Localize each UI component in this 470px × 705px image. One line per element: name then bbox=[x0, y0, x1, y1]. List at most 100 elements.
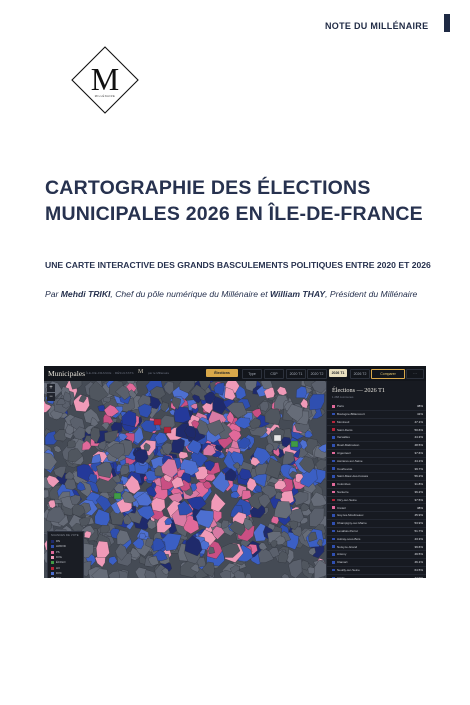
result-color-swatch bbox=[332, 553, 335, 556]
tab-type[interactable]: Type bbox=[242, 369, 262, 379]
result-row[interactable]: Asnières-sur-Seine 44.1% bbox=[327, 458, 426, 466]
commune-name: Neuilly-sur-Seine bbox=[337, 567, 360, 572]
year-2020-t2-button[interactable]: 2020 T2 bbox=[307, 369, 327, 379]
result-color-swatch bbox=[332, 459, 335, 463]
more-menu-button[interactable]: ⋯ bbox=[406, 369, 424, 379]
result-row[interactable]: Levallois-Perret 51.7% bbox=[327, 528, 426, 536]
legend-item: RN bbox=[51, 540, 60, 544]
legend-swatch bbox=[51, 540, 54, 543]
legend-item: LFI bbox=[51, 566, 60, 571]
svg-text:M: M bbox=[91, 61, 119, 97]
legend-label: PS bbox=[56, 550, 60, 554]
result-row[interactable]: Rueil-Malmaison 48.5% bbox=[327, 442, 426, 450]
commune-name: Saint-Maur-des-Fossés bbox=[337, 474, 369, 479]
panel-title: Élections — 2026 T1 bbox=[332, 387, 385, 394]
commune-score: 56.2% bbox=[414, 474, 423, 479]
commune-score: 42.9% bbox=[414, 575, 423, 578]
legend-swatch bbox=[51, 555, 54, 559]
millenaire-logo: M MILLÉNAIRE bbox=[71, 46, 139, 114]
result-color-swatch bbox=[332, 475, 335, 478]
result-color-swatch bbox=[332, 514, 335, 517]
compare-button[interactable]: Comparer bbox=[371, 369, 405, 379]
commune-name: Rueil-Malmaison bbox=[337, 443, 360, 448]
legend-item: DVC bbox=[51, 571, 62, 576]
result-row[interactable]: Nanterre 36.2% bbox=[327, 489, 426, 497]
choropleth-map[interactable]: + − NUANCES DE VOTE RN LR/DVD PS DVG ÉCOLO LF… bbox=[44, 373, 331, 578]
result-row[interactable]: Noisy-le-Grand 39.6% bbox=[327, 543, 426, 552]
result-color-swatch bbox=[332, 560, 335, 564]
result-color-swatch bbox=[332, 498, 335, 502]
commune-score: 41% bbox=[416, 411, 423, 416]
byline-role-2: , Président du Millénaire bbox=[325, 289, 418, 299]
legend-label: LR/DVD bbox=[56, 545, 66, 549]
app-subtitle: ÎLE-DE-FRANCE · RÉSULTATS bbox=[86, 371, 134, 375]
result-row[interactable]: Paris 38% bbox=[327, 403, 426, 411]
legend-label: DIV bbox=[56, 577, 60, 578]
result-row[interactable]: Argenteuil 37.6% bbox=[327, 450, 426, 458]
result-color-swatch bbox=[332, 490, 335, 494]
result-row[interactable]: Clamart 46.1% bbox=[327, 559, 426, 567]
result-row[interactable]: Issy-les-Moulineaux 45.9% bbox=[327, 512, 426, 520]
result-color-swatch bbox=[332, 436, 335, 439]
elections-button[interactable]: Élections bbox=[206, 369, 238, 377]
legend-item: LR/DVD bbox=[51, 545, 66, 549]
year-2026-t1-button[interactable]: 2026 T1 bbox=[329, 369, 347, 377]
legend-swatch bbox=[51, 550, 54, 554]
result-row[interactable]: Colombes 31.8% bbox=[327, 481, 426, 489]
year-2020-t1-button[interactable]: 2020 T1 bbox=[286, 369, 306, 379]
result-row[interactable]: Créteil 38% bbox=[327, 504, 426, 513]
commune-score: 51.7% bbox=[414, 528, 423, 533]
commune-score: 39.6% bbox=[414, 544, 423, 549]
commune-name: Issy-les-Moulineaux bbox=[337, 513, 364, 518]
commune-name: Antony bbox=[337, 552, 347, 557]
result-row[interactable]: Montreuil 47.1% bbox=[327, 419, 426, 427]
result-color-swatch bbox=[332, 506, 335, 509]
legend-item: PS bbox=[51, 550, 60, 555]
commune-score: 38% bbox=[416, 404, 423, 409]
commune-name: Levallois-Perret bbox=[337, 528, 358, 533]
zoom-out-button[interactable]: − bbox=[47, 393, 55, 401]
map-legend: NUANCES DE VOTE RN LR/DVD PS DVG ÉCOLO LFI DVC… bbox=[47, 531, 84, 578]
svg-text:MILLÉNAIRE: MILLÉNAIRE bbox=[95, 93, 115, 98]
series-label: NOTE DU MILLÉNAIRE bbox=[325, 21, 429, 31]
result-row[interactable]: Saint-Denis 50.6% bbox=[327, 426, 426, 435]
map-canvas[interactable] bbox=[44, 373, 331, 578]
result-color-swatch bbox=[332, 428, 335, 431]
result-row[interactable]: Boulogne-Billancourt 41% bbox=[327, 411, 426, 419]
result-row[interactable]: Versailles 44.3% bbox=[327, 434, 426, 442]
commune-name: Clichy bbox=[337, 575, 346, 578]
zoom-in-button[interactable]: + bbox=[47, 384, 55, 392]
result-color-swatch bbox=[332, 420, 335, 424]
result-row[interactable]: Neuilly-sur-Seine 64.5% bbox=[327, 567, 426, 575]
header-logo: M bbox=[138, 369, 144, 375]
commune-name: Nanterre bbox=[337, 489, 349, 494]
legend-label: RN bbox=[56, 540, 60, 544]
commune-score: 53.9% bbox=[414, 521, 423, 526]
year-2026-t2-button[interactable]: 2026 T2 bbox=[350, 369, 370, 379]
legend-swatch bbox=[51, 561, 54, 565]
commune-name: Champigny-sur-Marne bbox=[337, 521, 367, 526]
tab-csp[interactable]: CSP bbox=[264, 369, 284, 379]
commune-score: 50.6% bbox=[414, 427, 423, 432]
result-row[interactable]: Clichy 42.9% bbox=[327, 575, 426, 578]
result-color-swatch bbox=[332, 443, 335, 447]
result-row[interactable]: Aulnay-sous-Bois 43.3% bbox=[327, 536, 426, 544]
commune-score: 64.5% bbox=[414, 567, 423, 572]
commune-score: 44.1% bbox=[414, 458, 423, 463]
app-screenshot: Municipales ÎLE-DE-FRANCE · RÉSULTATS M … bbox=[44, 366, 426, 578]
result-row[interactable]: Courbevoie 39.7% bbox=[327, 465, 426, 474]
legend-label: ÉCOLO bbox=[56, 561, 66, 565]
byline-prefix: Par bbox=[45, 289, 61, 299]
commune-score: 31.8% bbox=[414, 482, 423, 487]
commune-name: Montreuil bbox=[337, 419, 350, 424]
result-row[interactable]: Vitry-sur-Seine 37.5% bbox=[327, 497, 426, 505]
commune-score: 37.6% bbox=[414, 450, 423, 455]
result-row[interactable]: Antony 49.5% bbox=[327, 551, 426, 559]
commune-score: 43.3% bbox=[414, 536, 423, 541]
commune-name: Asnières-sur-Seine bbox=[337, 458, 363, 463]
result-row[interactable]: Saint-Maur-des-Fossés 56.2% bbox=[327, 473, 426, 481]
result-row[interactable]: Champigny-sur-Marne 53.9% bbox=[327, 520, 426, 528]
panel-subtitle: 1 268 communes bbox=[332, 395, 354, 399]
commune-score: 46.1% bbox=[414, 560, 423, 565]
commune-name: Versailles bbox=[337, 435, 350, 440]
